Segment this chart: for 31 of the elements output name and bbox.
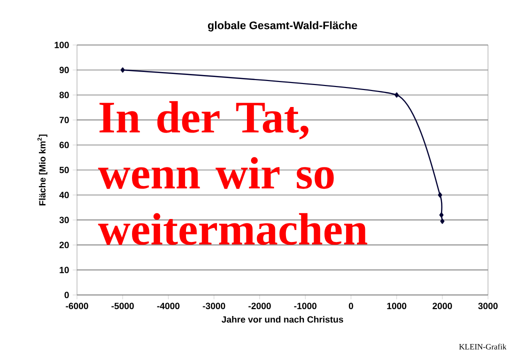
y-tick-label: 60 <box>60 142 69 148</box>
annotation: In der Tat, wenn wir so weitermachen <box>98 101 368 245</box>
y-tick-label: 40 <box>59 192 69 198</box>
text: KLEIN-Grafik <box>459 344 506 350</box>
x-tick-label: -5000 <box>112 302 134 310</box>
x-tick-label: 2000 <box>432 302 452 310</box>
point <box>439 212 444 218</box>
y-tick-label: 20 <box>60 242 69 248</box>
x-tick-label: 3000 <box>478 302 498 310</box>
y-tick-label: 50 <box>59 166 69 174</box>
y-tick-label: 0 <box>64 292 69 298</box>
y-tick-label: 90 <box>60 66 69 74</box>
point <box>120 67 125 73</box>
point <box>438 192 442 198</box>
point <box>394 92 399 98</box>
y-tick-label: 30 <box>59 216 69 224</box>
y-tick-label: 70 <box>60 116 69 124</box>
x-axis-title: Jahre vor und nach Christus <box>222 316 344 323</box>
point <box>440 218 444 224</box>
x-tick-label: 1000 <box>387 302 406 310</box>
chart-title: globale Gesamt-Wald-Fläche <box>208 21 358 32</box>
x-tick-label: -6000 <box>66 302 88 310</box>
x-tick-label: 0 <box>348 302 354 310</box>
y-tick-label: 80 <box>59 92 69 98</box>
y-axis-title: Fläche [Mio km$^{2}$] <box>37 134 48 206</box>
x-tick-label: -3000 <box>202 302 226 310</box>
x-tick-label: -4000 <box>157 302 180 310</box>
y-tick-label: 10 <box>60 266 69 274</box>
y-tick-label: 100 <box>54 42 69 48</box>
x-tick-label: -1000 <box>294 302 316 310</box>
x-tick-label: -2000 <box>248 302 271 310</box>
